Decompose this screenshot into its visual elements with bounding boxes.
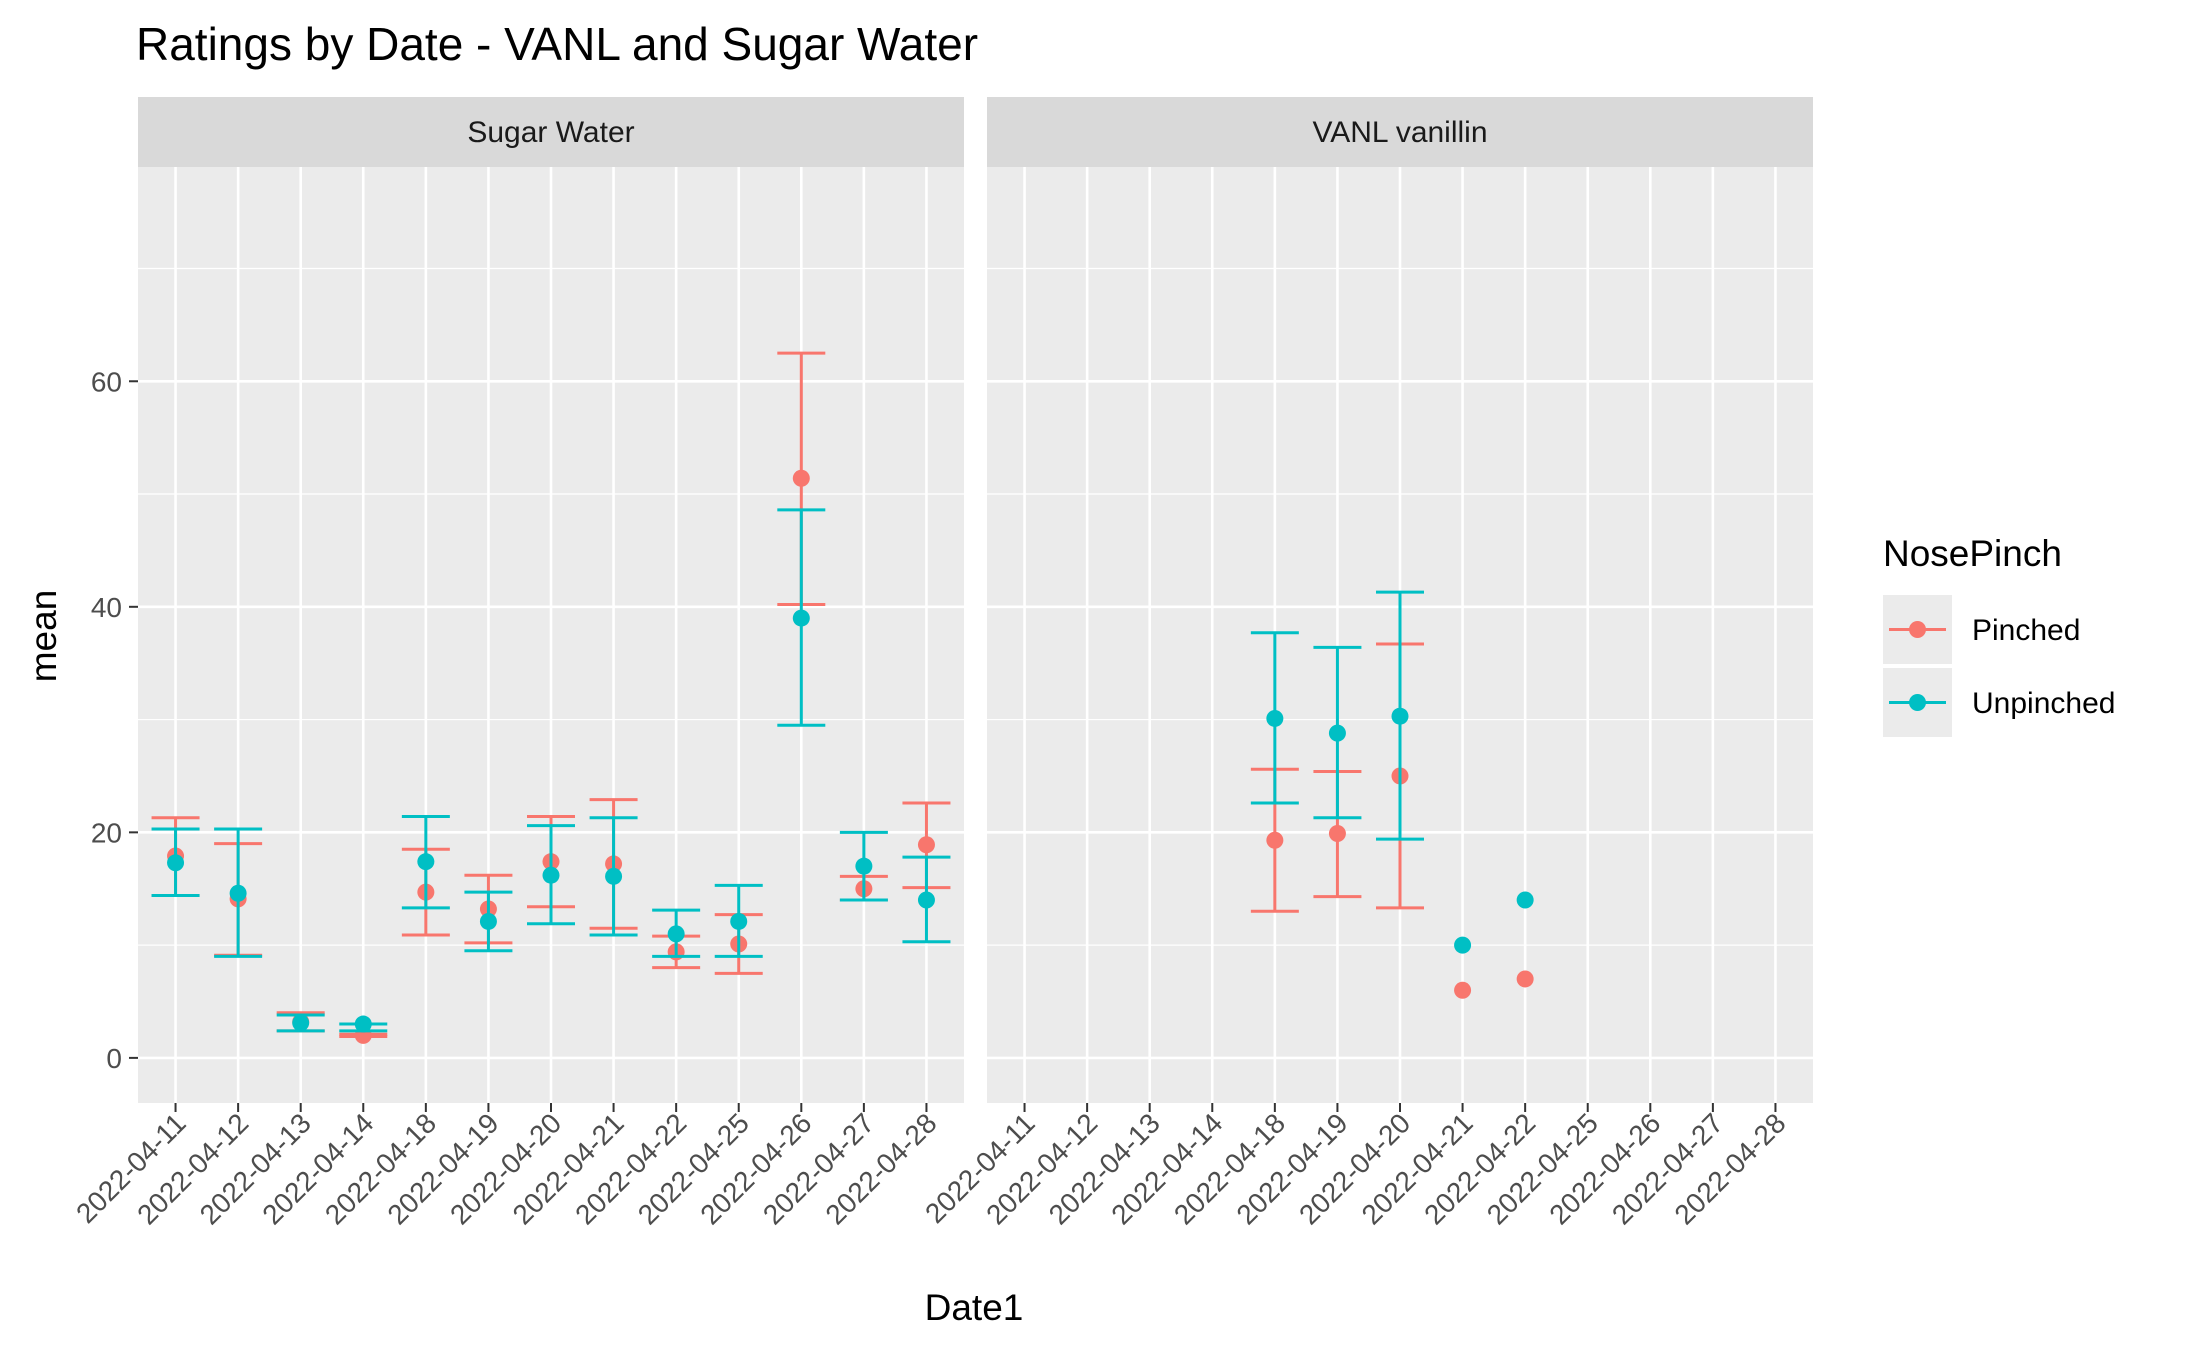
data-point [1516,970,1534,988]
data-point [229,884,247,902]
data-point [1266,709,1284,727]
series-unpinched [151,508,951,1033]
data-point [917,891,935,909]
data-point [417,853,435,871]
data-point [1391,707,1409,725]
y-tick-label: 20 [91,817,122,848]
data-point [1454,936,1472,954]
data-point [1516,891,1534,909]
facet-strip-label: VANL vanillin [1312,116,1487,149]
data-point [479,912,497,930]
x-axis-title: Date1 [925,1287,1024,1328]
legend-label: Unpinched [1972,687,2115,720]
data-point [167,854,185,872]
facet-panel: 2022-04-112022-04-122022-04-132022-04-14… [919,97,1813,1231]
data-point [667,925,685,943]
legend-entry-unpinched: Unpinched [1883,668,2115,737]
legend-entry-pinched: Pinched [1883,595,2080,664]
series-unpinched [1250,590,1534,954]
data-point [730,912,748,930]
legend-label: Pinched [1972,614,2080,647]
legend-key-point [1909,621,1926,638]
facet-strip-label: Sugar Water [467,116,634,149]
y-tick-label: 0 [106,1043,122,1074]
data-point [292,1014,310,1032]
legend-title: NosePinch [1883,533,2062,574]
chart-title: Ratings by Date - VANL and Sugar Water [136,18,978,70]
facet-strip [138,97,964,167]
data-point [605,867,623,885]
y-tick-label: 40 [91,592,122,623]
legend: NosePinch Pinched Unpinched [1883,533,2115,737]
facet-strip [987,97,1813,167]
data-point [917,836,935,854]
data-point [792,609,810,627]
facet-panels: 2022-04-112022-04-122022-04-132022-04-14… [70,97,1813,1231]
data-point [1454,981,1472,999]
data-point [1328,824,1346,842]
y-tick-label: 60 [91,366,122,397]
y-axis-title: mean [23,590,64,683]
data-point [855,857,873,875]
data-point [354,1015,372,1033]
legend-key-point [1909,694,1926,711]
data-point [792,469,810,487]
facet-panel: 2022-04-112022-04-122022-04-132022-04-14… [70,97,964,1231]
data-point [1328,724,1346,742]
y-axis: 0 20 40 60 [91,366,138,1074]
data-point [542,866,560,884]
data-point [1266,831,1284,849]
